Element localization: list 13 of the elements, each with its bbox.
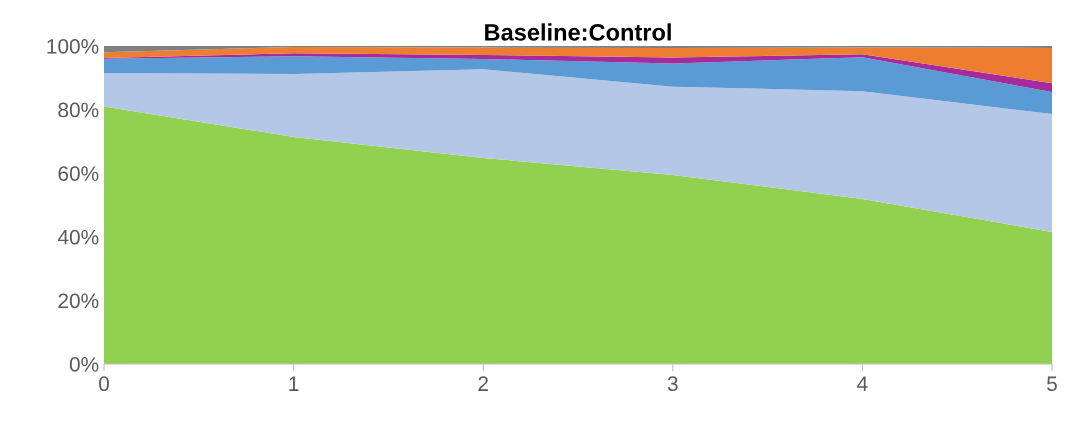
- y-tick-label: 60%: [58, 166, 99, 181]
- x-tick-label: 4: [857, 376, 868, 391]
- x-tick-label: 3: [667, 376, 678, 392]
- x-tick-label: 5: [1047, 376, 1057, 392]
- x-tick-label: 2: [478, 376, 488, 391]
- y-tick-label: 20%: [58, 293, 99, 309]
- y-tick-label: 0%: [69, 357, 99, 372]
- y-tick-label: 100%: [47, 39, 99, 54]
- y-tick-label: 40%: [57, 229, 99, 245]
- x-tick-label: 1: [289, 376, 299, 391]
- x-tick-label: 0: [99, 376, 109, 392]
- chart-title: Baseline:Control: [485, 23, 671, 41]
- y-tick-label: 80%: [58, 102, 99, 118]
